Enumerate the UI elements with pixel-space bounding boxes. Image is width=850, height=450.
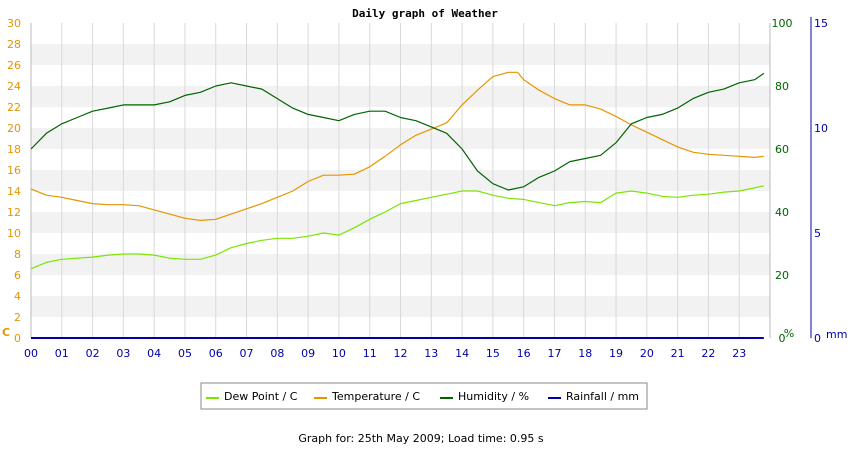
x-tick-label: 02 bbox=[86, 347, 100, 360]
x-tick-label: 16 bbox=[517, 347, 531, 360]
x-tick-label: 01 bbox=[55, 347, 69, 360]
left-tick-label: 2 bbox=[14, 311, 21, 324]
x-tick-label: 08 bbox=[270, 347, 284, 360]
left-tick-label: 18 bbox=[7, 143, 21, 156]
footer-text: Graph for: 25th May 2009; Load time: 0.9… bbox=[298, 432, 544, 445]
legend-label: Temperature / C bbox=[331, 390, 420, 403]
x-tick-label: 15 bbox=[486, 347, 500, 360]
right-axis-unit-rainfall: mm bbox=[826, 328, 847, 341]
right-tick-label-humidity: 80 bbox=[775, 80, 789, 93]
x-tick-label: 20 bbox=[640, 347, 654, 360]
x-tick-label: 21 bbox=[671, 347, 685, 360]
series-lines bbox=[30, 71, 765, 339]
x-tick-label: 09 bbox=[301, 347, 315, 360]
left-tick-label: 12 bbox=[7, 206, 21, 219]
left-tick-label: 26 bbox=[7, 59, 21, 72]
right-tick-label-humidity: 20 bbox=[775, 269, 789, 282]
x-tick-label: 13 bbox=[424, 347, 438, 360]
vertical-gridlines bbox=[61, 23, 740, 338]
x-tick-label: 07 bbox=[240, 347, 254, 360]
right-tick-label-humidity: 60 bbox=[775, 143, 789, 156]
right-tick-label-rainfall: 15 bbox=[814, 17, 828, 30]
x-tick-label: 18 bbox=[578, 347, 592, 360]
left-tick-label: 24 bbox=[7, 80, 21, 93]
x-tick-label: 22 bbox=[701, 347, 715, 360]
legend: Dew Point / C Temperature / C Humidity / %… bbox=[200, 382, 648, 410]
axes: 00 01 02 03 04 05 06 07 08 09 10 11 12 13 14 15 16 17 18 19… bbox=[2, 17, 847, 360]
x-tick-label: 03 bbox=[116, 347, 130, 360]
left-tick-label: 0 bbox=[14, 332, 21, 345]
x-tick-label: 12 bbox=[394, 347, 408, 360]
x-tick-label: 05 bbox=[178, 347, 192, 360]
left-tick-label: 30 bbox=[7, 17, 21, 30]
right-tick-label-rainfall: 10 bbox=[814, 122, 828, 135]
left-tick-label: 14 bbox=[7, 185, 21, 198]
legend-label: Dew Point / C bbox=[224, 390, 298, 403]
x-tick-label: 17 bbox=[547, 347, 561, 360]
left-tick-label: 8 bbox=[14, 248, 21, 261]
x-tick-label: 00 bbox=[24, 347, 38, 360]
legend-label: Humidity / % bbox=[458, 390, 529, 403]
right-tick-label-rainfall: 5 bbox=[814, 227, 821, 240]
series-line-humidity bbox=[30, 72, 765, 191]
x-tick-label: 04 bbox=[147, 347, 161, 360]
x-tick-label: 06 bbox=[209, 347, 223, 360]
right-tick-label-humidity: 0 bbox=[779, 332, 786, 345]
right-axis-unit-humidity: % bbox=[784, 327, 794, 340]
x-tick-label: 23 bbox=[732, 347, 746, 360]
right-tick-label-humidity: 100 bbox=[772, 17, 793, 30]
x-tick-label: 14 bbox=[455, 347, 469, 360]
series-line-dew bbox=[30, 185, 764, 270]
right-tick-label-humidity: 40 bbox=[775, 206, 789, 219]
left-tick-label: 4 bbox=[14, 290, 21, 303]
left-tick-label: 6 bbox=[14, 269, 21, 282]
series-line-temperature bbox=[30, 71, 764, 221]
chart-title: Daily graph of Weather bbox=[352, 7, 498, 20]
left-tick-label: 10 bbox=[7, 227, 21, 240]
legend-label: Rainfall / mm bbox=[566, 390, 639, 403]
left-tick-label: 16 bbox=[7, 164, 21, 177]
left-tick-label: 20 bbox=[7, 122, 21, 135]
legend-box bbox=[200, 382, 648, 410]
left-tick-label: 22 bbox=[7, 101, 21, 114]
x-tick-label: 19 bbox=[609, 347, 623, 360]
left-axis-unit: C bbox=[2, 326, 10, 339]
right-tick-label-rainfall: 0 bbox=[814, 332, 821, 345]
left-tick-label: 28 bbox=[7, 38, 21, 51]
x-tick-label: 11 bbox=[363, 347, 377, 360]
x-tick-label: 10 bbox=[332, 347, 346, 360]
